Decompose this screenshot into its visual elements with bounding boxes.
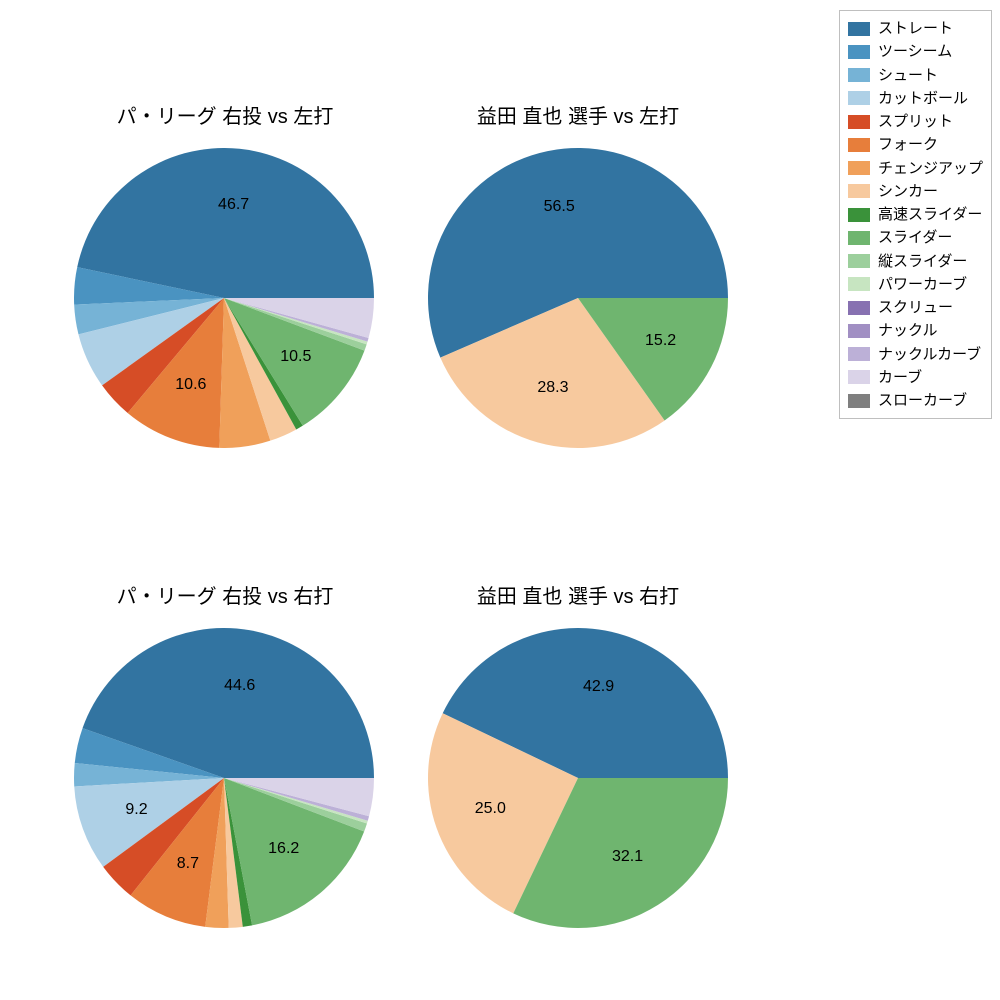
pie-slice-label-slider: 32.1	[612, 848, 643, 866]
legend-item-two_seam: ツーシーム	[848, 40, 983, 63]
legend-item-fast_slider: 高速スライダー	[848, 203, 983, 226]
legend-item-curve: カーブ	[848, 366, 983, 389]
legend-label-knuckle_curve: ナックルカーブ	[878, 343, 981, 366]
legend-label-shoot: シュート	[878, 64, 938, 87]
pie-slice-label-cut_ball: 9.2	[125, 801, 147, 819]
legend-label-fast_slider: 高速スライダー	[878, 203, 982, 226]
legend-swatch-straight	[848, 22, 870, 36]
legend-swatch-screw	[848, 301, 870, 315]
legend-swatch-cut_ball	[848, 91, 870, 105]
pie-slice-label-slider: 10.5	[280, 348, 311, 366]
legend-item-straight: ストレート	[848, 17, 983, 40]
legend-swatch-split	[848, 115, 870, 129]
legend-swatch-power_curve	[848, 277, 870, 291]
pie-slice-label-fork: 8.7	[177, 855, 199, 873]
legend-item-screw: スクリュー	[848, 296, 983, 319]
chart-title-3: 益田 直也 選手 vs 右打	[418, 580, 738, 609]
legend-item-sinker: シンカー	[848, 180, 983, 203]
pie-slice-label-straight: 56.5	[544, 198, 575, 216]
legend: ストレートツーシームシュートカットボールスプリットフォークチェンジアップシンカー…	[839, 10, 992, 419]
legend-swatch-slow_curve	[848, 394, 870, 408]
pie-slice-label-straight: 44.6	[224, 677, 255, 695]
pie-chart-2: 44.6 9.2 8.7 16.2	[74, 628, 374, 928]
legend-swatch-knuckle_curve	[848, 347, 870, 361]
legend-label-changeup: チェンジアップ	[878, 157, 983, 180]
legend-swatch-two_seam	[848, 45, 870, 59]
legend-label-slow_curve: スローカーブ	[878, 389, 967, 412]
legend-label-sinker: シンカー	[878, 180, 938, 203]
legend-label-slider: スライダー	[878, 226, 952, 249]
pie-chart-0: 46.7 10.6 10.5	[74, 148, 374, 448]
legend-label-vert_slider: 縦スライダー	[878, 250, 967, 273]
legend-swatch-curve	[848, 370, 870, 384]
pie-svg	[428, 628, 728, 928]
legend-label-power_curve: パワーカーブ	[878, 273, 967, 296]
pie-slice-label-fork: 10.6	[175, 376, 206, 394]
legend-item-slow_curve: スローカーブ	[848, 389, 983, 412]
legend-swatch-fast_slider	[848, 208, 870, 222]
legend-item-shoot: シュート	[848, 64, 983, 87]
legend-item-cut_ball: カットボール	[848, 87, 983, 110]
pie-slice-label-sinker: 28.3	[537, 379, 568, 397]
pie-chart-3: 42.9 25.0 32.1	[428, 628, 728, 928]
chart-title-1: 益田 直也 選手 vs 左打	[418, 100, 738, 129]
chart-title-2: パ・リーグ 右投 vs 右打	[65, 580, 385, 609]
pie-slice-label-slider: 16.2	[268, 840, 299, 858]
legend-label-two_seam: ツーシーム	[878, 40, 952, 63]
pie-chart-1: 56.5 28.3 15.2	[428, 148, 728, 448]
pie-slice-label-slider: 15.2	[645, 332, 676, 350]
legend-label-screw: スクリュー	[878, 296, 953, 319]
legend-swatch-sinker	[848, 184, 870, 198]
legend-swatch-slider	[848, 231, 870, 245]
legend-item-knuckle_curve: ナックルカーブ	[848, 343, 983, 366]
legend-swatch-vert_slider	[848, 254, 870, 268]
pie-slice-label-straight: 46.7	[218, 196, 249, 214]
legend-item-vert_slider: 縦スライダー	[848, 250, 983, 273]
legend-label-curve: カーブ	[878, 366, 922, 389]
figure-stage: パ・リーグ 右投 vs 左打 益田 直也 選手 vs 左打 パ・リーグ 右投 v…	[0, 0, 1000, 1000]
pie-slice-straight	[77, 148, 374, 298]
pie-svg	[74, 628, 374, 928]
chart-title-0: パ・リーグ 右投 vs 左打	[65, 100, 385, 129]
legend-swatch-changeup	[848, 161, 870, 175]
legend-item-fork: フォーク	[848, 133, 983, 156]
legend-label-cut_ball: カットボール	[878, 87, 968, 110]
legend-swatch-fork	[848, 138, 870, 152]
legend-item-split: スプリット	[848, 110, 983, 133]
legend-label-fork: フォーク	[878, 133, 938, 156]
legend-item-power_curve: パワーカーブ	[848, 273, 983, 296]
legend-label-knuckle: ナックル	[878, 319, 938, 342]
legend-item-knuckle: ナックル	[848, 319, 983, 342]
pie-svg	[74, 148, 374, 448]
legend-item-changeup: チェンジアップ	[848, 157, 983, 180]
pie-slice-label-sinker: 25.0	[475, 800, 506, 818]
legend-swatch-shoot	[848, 68, 870, 82]
pie-slice-label-straight: 42.9	[583, 678, 614, 696]
legend-item-slider: スライダー	[848, 226, 983, 249]
pie-svg	[428, 148, 728, 448]
legend-label-straight: ストレート	[878, 17, 953, 40]
legend-label-split: スプリット	[878, 110, 953, 133]
legend-swatch-knuckle	[848, 324, 870, 338]
